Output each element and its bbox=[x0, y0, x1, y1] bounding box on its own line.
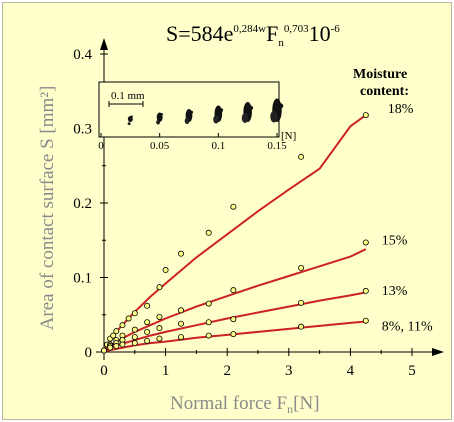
data-point bbox=[101, 347, 108, 354]
data-point bbox=[298, 264, 305, 271]
data-point bbox=[144, 337, 151, 344]
imprint-blob bbox=[189, 110, 193, 114]
imprint-blob bbox=[160, 113, 163, 116]
imprint-blob bbox=[127, 122, 131, 126]
data-point bbox=[177, 250, 184, 257]
y-tick-label: 0.1 bbox=[73, 271, 92, 287]
data-point bbox=[177, 320, 184, 327]
data-point bbox=[298, 323, 305, 330]
contact-imprint bbox=[127, 115, 133, 126]
inset-x-unit: [N] bbox=[281, 130, 296, 142]
data-point bbox=[113, 343, 120, 350]
contact-imprint bbox=[270, 98, 284, 123]
fit-line-2 bbox=[103, 291, 366, 352]
imprint-blob bbox=[270, 110, 278, 123]
legend-title-line1: Moisture bbox=[353, 67, 407, 82]
imprint-blob bbox=[248, 105, 254, 111]
data-point bbox=[119, 341, 126, 348]
data-point bbox=[362, 287, 369, 294]
data-point bbox=[156, 284, 163, 291]
data-point bbox=[131, 340, 138, 347]
data-point bbox=[162, 267, 169, 274]
contact-imprint bbox=[184, 109, 193, 125]
data-point bbox=[125, 315, 132, 322]
y-tick-label: 0.3 bbox=[73, 122, 92, 138]
imprint-blob bbox=[219, 108, 224, 112]
data-point bbox=[362, 239, 369, 246]
x-tick-label: 4 bbox=[347, 363, 355, 379]
scale-bar-label: 0.1 mm bbox=[111, 90, 145, 102]
chart-svg: S=584e0,284wFn0,70310-6 Moisture content… bbox=[37, 21, 444, 416]
data-point bbox=[144, 319, 151, 326]
series-label: 8%, 11% bbox=[382, 320, 433, 335]
inset-x-tick-label: 0.05 bbox=[150, 140, 170, 152]
imprint-blob bbox=[278, 103, 284, 109]
data-point bbox=[107, 344, 114, 351]
inset-panel: 0 0.05 0.1 0.15[N] 0.1 mm bbox=[98, 81, 296, 152]
x-axis-arrow bbox=[432, 348, 444, 356]
data-point bbox=[113, 328, 120, 335]
inset-x-tick-label: 0.1 bbox=[211, 140, 225, 152]
y-tick-label: 0.4 bbox=[73, 47, 92, 63]
x-tick-label: 2 bbox=[223, 363, 231, 379]
data-point bbox=[230, 316, 237, 323]
data-point bbox=[298, 299, 305, 306]
fit-line-3 bbox=[103, 320, 366, 353]
formula: S=584e0,284wFn0,70310-6 bbox=[166, 21, 340, 49]
data-point bbox=[144, 302, 151, 309]
data-point bbox=[131, 334, 138, 341]
data-point bbox=[205, 229, 212, 236]
x-tick-label: 5 bbox=[408, 363, 416, 379]
contact-imprint bbox=[156, 112, 163, 125]
series-label: 13% bbox=[382, 284, 408, 299]
data-point bbox=[205, 300, 212, 307]
data-point bbox=[177, 334, 184, 341]
imprint-blob bbox=[156, 119, 161, 125]
axes: 0 0.1 0.2 0.3 0.4 0 1 2 3 4 5 bbox=[73, 38, 444, 379]
legend-title-line2: content: bbox=[360, 84, 409, 99]
data-point bbox=[131, 310, 138, 317]
inset-x-tick-label: 0 bbox=[98, 140, 104, 152]
x-tick-label: 1 bbox=[162, 363, 170, 379]
y-axis-arrow bbox=[100, 38, 108, 50]
x-tick-label: 0 bbox=[100, 363, 108, 379]
x-tick-label: 3 bbox=[285, 363, 293, 379]
fit-lines bbox=[103, 114, 367, 353]
series-label: 15% bbox=[382, 233, 408, 248]
y-tick-label: 0 bbox=[85, 345, 93, 361]
data-point bbox=[298, 153, 305, 160]
data-point bbox=[156, 325, 163, 332]
imprint-blob bbox=[184, 117, 190, 125]
data-point bbox=[230, 287, 237, 294]
data-markers bbox=[101, 112, 369, 354]
contact-imprint bbox=[213, 105, 224, 124]
data-point bbox=[230, 331, 237, 338]
inset-x-tick-label: 0.15 bbox=[267, 140, 287, 152]
data-point bbox=[205, 332, 212, 339]
data-point bbox=[119, 322, 126, 329]
data-point bbox=[205, 319, 212, 326]
data-point bbox=[156, 313, 163, 320]
data-point bbox=[156, 335, 163, 342]
imprint-blob bbox=[213, 115, 219, 124]
x-axis-title: Normal force Fn[N] bbox=[170, 393, 320, 416]
data-point bbox=[230, 203, 237, 210]
series-labels: 18% 15% 13% 8%, 11% bbox=[382, 102, 433, 335]
imprint-blob bbox=[241, 113, 249, 123]
data-point bbox=[131, 326, 138, 333]
imprint-blob bbox=[130, 115, 133, 118]
data-point bbox=[110, 332, 117, 339]
series-label: 18% bbox=[388, 102, 414, 117]
y-axis-title: Area of contact surface S [mm²] bbox=[37, 86, 58, 331]
imprint-blob bbox=[127, 116, 133, 122]
data-point bbox=[177, 307, 184, 314]
data-point bbox=[362, 317, 369, 324]
fit-line-1 bbox=[103, 248, 367, 351]
data-point bbox=[362, 112, 369, 119]
data-point bbox=[144, 328, 151, 335]
fit-line-0 bbox=[103, 114, 367, 351]
contact-imprint bbox=[241, 102, 254, 123]
y-tick-label: 0.2 bbox=[73, 196, 92, 212]
